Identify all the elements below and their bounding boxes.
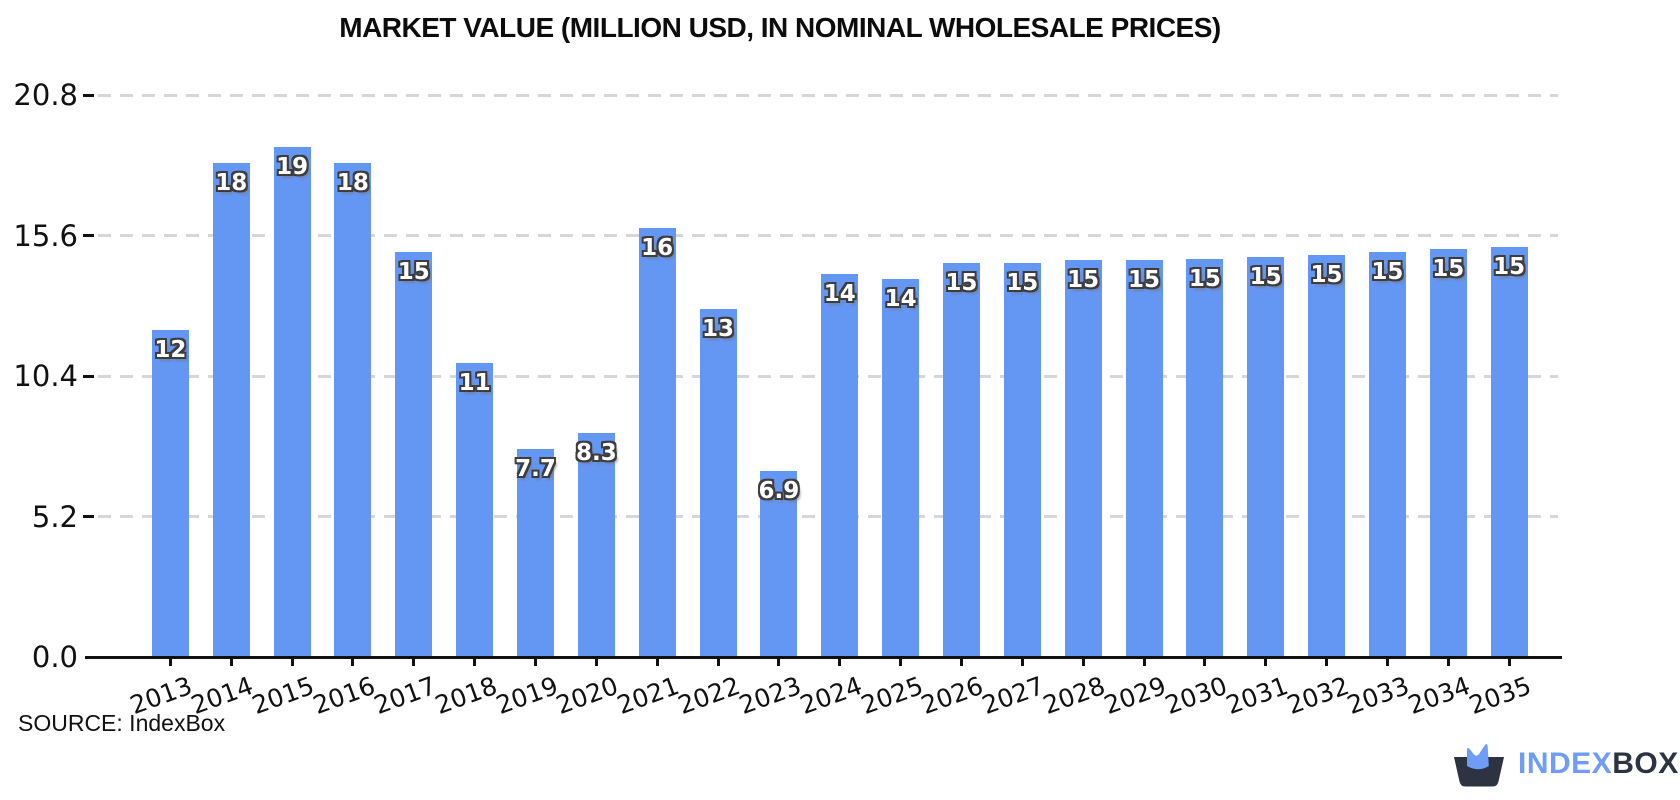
- indexbox-logo-text: INDEXBOX: [1518, 747, 1679, 781]
- indexbox-box-icon: [1454, 744, 1504, 787]
- ytick-label: 5.2: [31, 499, 78, 534]
- xtick-mark: [838, 657, 842, 666]
- bar-value-label-2015: 19: [276, 153, 309, 180]
- xtick-mark: [290, 657, 294, 666]
- xtick-mark: [229, 657, 233, 666]
- bar-value-label-2029: 15: [1127, 267, 1161, 294]
- bar-value-label-2017: 15: [397, 259, 430, 285]
- bar-2029: [1125, 260, 1163, 657]
- ytick-mark: [83, 374, 94, 378]
- bar-2020: [577, 432, 615, 657]
- bar-2032: [1308, 254, 1346, 657]
- xtick-mark: [1081, 657, 1085, 666]
- ytick-mark: [83, 93, 94, 97]
- bar-value-label-2030: 15: [1188, 265, 1221, 292]
- bar-value-label-2033: 15: [1371, 259, 1404, 285]
- xtick-mark: [412, 657, 416, 666]
- ytick-label: 10.4: [13, 359, 78, 394]
- bar-2015: [273, 146, 311, 657]
- bar-2022: [699, 308, 737, 657]
- xtick-mark: [716, 657, 720, 666]
- ytick-label: 20.8: [13, 78, 78, 113]
- bar-value-label-2021: 16: [641, 234, 674, 261]
- bar-2017: [395, 252, 433, 657]
- bar-2030: [1186, 258, 1224, 657]
- gridline-y-20.8: [98, 93, 1558, 97]
- bar-value-label-2031: 15: [1249, 264, 1282, 291]
- chart-title: MARKET VALUE (MILLION USD, IN NOMINAL WH…: [339, 12, 1221, 43]
- xtick-mark: [1142, 657, 1146, 666]
- bar-value-label-2019: 7.7: [515, 456, 556, 483]
- bar-2034: [1429, 249, 1467, 657]
- ytick-label: 15.6: [13, 218, 78, 253]
- xtick-mark: [1020, 657, 1024, 666]
- bar-2013: [151, 330, 189, 657]
- ytick-mark: [83, 515, 94, 519]
- bar-2033: [1368, 252, 1406, 657]
- bar-value-label-2028: 15: [1067, 267, 1100, 294]
- bar-2021: [638, 227, 676, 657]
- bar-value-label-2025: 14: [884, 286, 917, 312]
- xtick-mark: [351, 657, 355, 666]
- bar-value-label-2018: 11: [458, 369, 491, 396]
- bar-2014: [212, 162, 250, 657]
- bar-2035: [1490, 246, 1528, 657]
- bar-value-label-2013: 12: [154, 337, 187, 364]
- bar-2025: [882, 279, 920, 657]
- bar-value-label-2014: 18: [215, 169, 248, 196]
- bar-2016: [334, 162, 372, 657]
- xtick-mark: [655, 657, 659, 666]
- xtick-mark: [1446, 657, 1450, 666]
- logo-text-box: BOX: [1612, 747, 1679, 780]
- bar-value-label-2032: 15: [1310, 261, 1343, 288]
- xtick-mark: [534, 657, 537, 666]
- xtick-mark: [959, 657, 963, 666]
- xtick-mark: [899, 657, 903, 666]
- xtick-mark: [1325, 657, 1329, 666]
- xtick-mark: [1264, 657, 1268, 666]
- bar-2019: [517, 449, 554, 657]
- logo-text-index: INDEX: [1518, 747, 1613, 780]
- indexbox-logo: INDEXBOX: [1452, 740, 1679, 788]
- bar-value-label-2023: 6.9: [758, 477, 800, 504]
- x-axis-line: [85, 655, 1562, 659]
- xtick-mark: [594, 657, 598, 666]
- xtick-mark: [1203, 657, 1207, 666]
- ytick-label: 0.0: [31, 640, 78, 674]
- bar-2031: [1247, 257, 1285, 657]
- xtick-mark: [473, 657, 477, 666]
- source-note: SOURCE: IndexBox: [18, 710, 226, 736]
- bar-2018: [456, 362, 494, 657]
- bar-value-label-2035: 15: [1493, 253, 1526, 280]
- xtick-mark: [168, 657, 172, 666]
- bar-value-label-2026: 15: [945, 269, 978, 296]
- ytick-mark: [83, 234, 94, 238]
- bar-value-label-2020: 8.3: [575, 439, 617, 466]
- xtick-mark: [777, 657, 781, 666]
- bar-2024: [821, 273, 859, 657]
- bar-2027: [1003, 262, 1041, 657]
- bar-2026: [942, 262, 980, 657]
- bar-value-label-2016: 18: [336, 169, 369, 196]
- bar-value-label-2034: 15: [1432, 256, 1465, 283]
- bar-2028: [1064, 260, 1102, 657]
- bar-2023: [760, 470, 798, 657]
- bar-value-label-2027: 15: [1006, 269, 1039, 296]
- gridline-y-15.6: [98, 234, 1558, 238]
- xtick-mark: [1507, 657, 1511, 666]
- bar-value-label-2024: 14: [823, 280, 856, 307]
- xtick-mark: [1385, 657, 1389, 666]
- bar-value-label-2022: 13: [702, 315, 735, 342]
